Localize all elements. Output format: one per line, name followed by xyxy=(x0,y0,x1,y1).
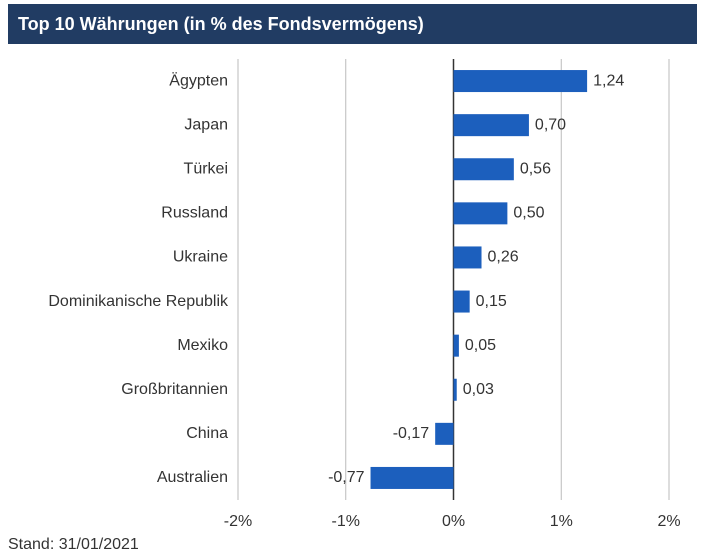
y-tick-label: Mexiko xyxy=(177,337,228,354)
y-tick-label: Großbritannien xyxy=(121,381,228,398)
chart-title: Top 10 Währungen (in % des Fondsvermögen… xyxy=(18,14,424,34)
data-label: 0,03 xyxy=(463,381,494,398)
bar xyxy=(453,202,508,225)
data-label: 0,56 xyxy=(520,160,551,177)
data-label: -0,77 xyxy=(328,469,365,486)
y-tick-label: Ägypten xyxy=(169,71,228,89)
y-tick-label: China xyxy=(186,425,228,442)
bar xyxy=(435,422,454,445)
x-tick-label: -2% xyxy=(224,513,252,530)
y-tick-label: Ukraine xyxy=(173,249,228,266)
data-label: 1,24 xyxy=(593,72,624,89)
bar xyxy=(453,334,459,357)
data-label: 0,70 xyxy=(535,116,566,133)
data-label: 0,05 xyxy=(465,337,496,354)
data-label: 0,50 xyxy=(513,205,544,222)
y-tick-label: Türkei xyxy=(184,160,228,177)
data-label: 0,15 xyxy=(476,293,507,310)
data-label: -0,17 xyxy=(393,425,430,442)
y-tick-label: Russland xyxy=(161,205,228,222)
x-tick-label: 2% xyxy=(657,513,680,530)
y-tick-label: Dominikanische Republik xyxy=(48,293,229,310)
data-label: 0,26 xyxy=(488,249,519,266)
bar xyxy=(453,158,514,181)
bar xyxy=(370,466,454,489)
bar xyxy=(453,114,529,137)
footnote: Stand: 31/01/2021 xyxy=(8,536,139,553)
title-bar xyxy=(8,4,697,44)
x-tick-label: -1% xyxy=(332,513,360,530)
bar xyxy=(453,246,482,269)
bar xyxy=(453,290,470,313)
bar xyxy=(453,70,588,93)
y-tick-label: Australien xyxy=(157,469,228,486)
y-tick-label: Japan xyxy=(184,116,228,133)
bar xyxy=(453,378,457,401)
x-tick-label: 1% xyxy=(550,513,573,530)
x-tick-label: 0% xyxy=(442,513,465,530)
